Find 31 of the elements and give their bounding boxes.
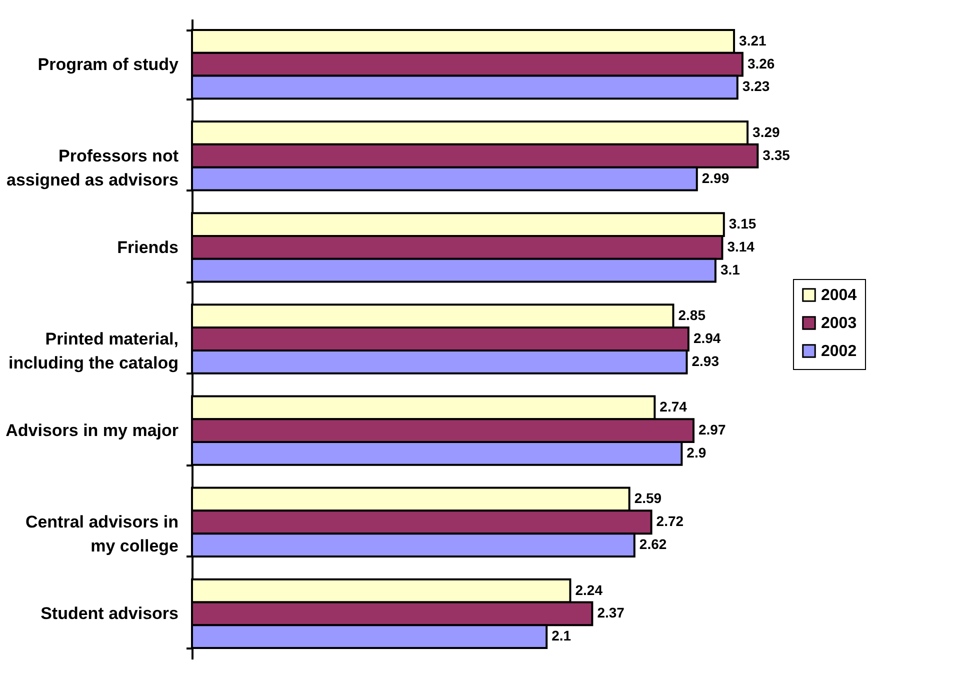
legend-label: 2003 xyxy=(821,315,857,332)
data-label: 2.85 xyxy=(678,307,706,324)
data-label: 3.15 xyxy=(728,216,756,232)
y-tick-label: Friends xyxy=(117,238,178,257)
data-label: 2.74 xyxy=(660,398,688,415)
data-label: 2.94 xyxy=(693,330,721,346)
data-label: 3.23 xyxy=(742,78,770,94)
data-label: 2.9 xyxy=(686,444,706,460)
data-label: 2.24 xyxy=(575,582,603,598)
data-label: 2.1 xyxy=(552,628,572,644)
data-label: 3.21 xyxy=(739,32,766,48)
data-label: 2.93 xyxy=(692,352,720,369)
y-tick-label: Advisors in my major xyxy=(6,421,179,440)
y-tick-label: Program of study xyxy=(38,54,180,74)
data-label: 3.1 xyxy=(720,261,740,278)
y-tick-label: Central advisors in my college xyxy=(25,512,178,556)
data-label: 2.72 xyxy=(656,513,684,530)
data-label: 2.62 xyxy=(639,536,667,552)
data-label: 3.35 xyxy=(762,146,790,163)
y-tick-label: Printed material, including the catalog xyxy=(8,330,178,372)
data-label: 2.97 xyxy=(698,422,726,438)
data-label: 2.37 xyxy=(597,604,625,621)
data-label: 2.59 xyxy=(634,490,662,506)
data-label: 3.26 xyxy=(747,55,775,72)
y-tick-label: Professors not assigned as advisors xyxy=(6,146,179,190)
legend-label: 2004 xyxy=(821,287,857,304)
y-tick-label: Student advisors xyxy=(40,604,178,624)
data-label: 2.99 xyxy=(702,170,730,186)
legend-label: 2002 xyxy=(821,343,857,360)
data-label: 3.29 xyxy=(752,124,780,140)
data-label: 3.14 xyxy=(727,238,755,254)
